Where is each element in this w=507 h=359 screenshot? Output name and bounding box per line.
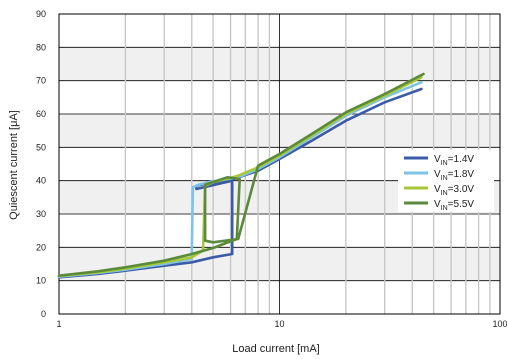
plot-border [58, 13, 501, 315]
y-tick-label: 50 [36, 142, 46, 152]
series-line-4 [57, 72, 425, 277]
x-axis-title: Load current [mA] [232, 343, 319, 355]
y-tick-label: 30 [36, 209, 46, 219]
plot-frame [58, 13, 501, 315]
y-tick-label: 10 [36, 276, 46, 286]
x-tick-label: 1 [56, 319, 61, 329]
y-tick-label: 20 [36, 242, 46, 252]
series-lines [57, 72, 425, 279]
y-tick-label: 90 [36, 9, 46, 19]
legend-label: VIN=1.4V [434, 154, 474, 167]
series-line-2 [57, 81, 423, 278]
y-tick-label: 40 [36, 176, 46, 186]
x-tick-label: 100 [492, 319, 507, 329]
x-tick-label: 10 [274, 319, 284, 329]
y-tick-labels: 0 10 20 30 40 50 60 70 80 90 [36, 9, 46, 319]
y-axis-title: Quiescent current [μA] [8, 110, 20, 220]
y-tick-label: 70 [36, 76, 46, 86]
legend-label: VIN=3.0V [434, 184, 474, 197]
x-tick-labels: 1 10 100 [56, 319, 507, 329]
y-tick-label: 80 [36, 42, 46, 52]
series-line-1 [57, 87, 423, 279]
y-tick-label: 60 [36, 109, 46, 119]
legend-label: VIN=5.5V [434, 199, 474, 212]
legend-label: VIN=1.8V [434, 169, 474, 182]
y-tick-label: 0 [41, 309, 46, 319]
legend: VIN=1.4V VIN=1.8V VIN=3.0V VIN=5.5V [398, 150, 494, 212]
